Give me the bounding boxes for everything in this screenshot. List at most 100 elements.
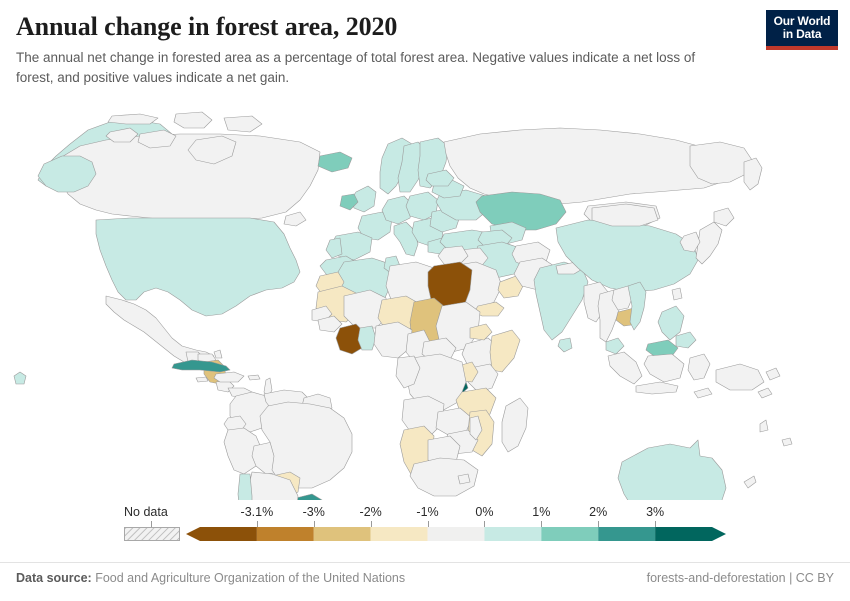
legend-bin-6[interactable] <box>484 527 542 541</box>
country-mongolia-outline[interactable] <box>591 203 659 227</box>
country-greenland-north[interactable] <box>107 113 159 125</box>
legend-color-bar[interactable] <box>186 527 726 541</box>
country-puerto-rico[interactable] <box>247 374 261 381</box>
country-portugal[interactable] <box>325 237 343 259</box>
legend-bin-7[interactable] <box>541 527 599 541</box>
country-korea[interactable] <box>679 231 701 253</box>
country-peru[interactable] <box>223 427 263 475</box>
legend-tick-8 <box>655 521 657 527</box>
island-newfoundland[interactable] <box>283 211 307 227</box>
country-ireland[interactable] <box>339 193 359 211</box>
country-nigeria[interactable] <box>373 321 413 359</box>
island-fiji[interactable] <box>781 437 793 447</box>
country-australia[interactable] <box>617 439 727 500</box>
legend-tick-5 <box>484 521 486 527</box>
island-bahamas[interactable] <box>213 349 223 359</box>
no-data-label: No data <box>124 505 168 519</box>
country-haiti-dominican[interactable] <box>213 371 245 383</box>
country-malawi[interactable] <box>469 415 483 441</box>
country-brazil[interactable] <box>259 401 353 489</box>
island-ellesmere[interactable] <box>173 111 213 129</box>
country-russia[interactable] <box>443 127 731 205</box>
island-new-caledonia[interactable] <box>743 475 757 489</box>
country-argentina[interactable] <box>247 471 299 500</box>
island-timor[interactable] <box>693 387 713 399</box>
legend-bin-5[interactable] <box>427 527 485 541</box>
country-chile[interactable] <box>237 473 268 500</box>
legend-tick-label-8: 3% <box>646 505 665 519</box>
legend-tick-6 <box>541 521 543 527</box>
legend-tick-label-7: 2% <box>589 505 608 519</box>
country-borneo-malaysia[interactable] <box>645 339 679 357</box>
data-source: Data source: Food and Agriculture Organi… <box>16 571 405 585</box>
island-banks[interactable] <box>105 127 139 143</box>
country-poland[interactable] <box>405 191 439 221</box>
country-united-states[interactable] <box>95 217 301 317</box>
country-papua-new-guinea[interactable] <box>715 363 765 391</box>
country-gabon-congo[interactable] <box>395 355 421 389</box>
no-data-swatch[interactable] <box>124 527 180 541</box>
country-indonesia-kalimantan[interactable] <box>643 353 685 383</box>
country-sri-lanka[interactable] <box>557 337 573 353</box>
legend-tick-label-3: -2% <box>359 505 382 519</box>
island-baffin[interactable] <box>187 135 237 165</box>
country-angola[interactable] <box>401 395 445 437</box>
country-kazakhstan[interactable] <box>475 191 567 231</box>
country-south-africa[interactable] <box>409 457 479 497</box>
country-japan[interactable] <box>695 221 723 265</box>
legend-bin-8[interactable] <box>598 527 656 541</box>
island-png-east[interactable] <box>765 367 781 381</box>
logo-line-1: Our World <box>773 14 831 28</box>
country-cote-divoire[interactable] <box>335 323 365 355</box>
legend-gradient-svg <box>186 527 726 541</box>
legend-bin-9[interactable] <box>655 527 726 541</box>
country-indonesia-sumatra[interactable] <box>607 351 643 385</box>
island-vanuatu[interactable] <box>759 419 769 433</box>
world-choropleth-map[interactable] <box>0 100 850 500</box>
country-lesotho[interactable] <box>457 473 471 485</box>
country-taiwan[interactable] <box>671 287 683 301</box>
legend-tick-3 <box>370 521 372 527</box>
island-nunavut-north[interactable] <box>223 115 263 133</box>
country-jamaica[interactable] <box>195 376 209 383</box>
country-malaysia[interactable] <box>605 337 625 355</box>
page-title: Annual change in forest area, 2020 <box>16 12 398 41</box>
island-solomon[interactable] <box>757 387 773 399</box>
country-alaska[interactable] <box>37 155 97 193</box>
legend-tick-2 <box>313 521 315 527</box>
legend-bin-2[interactable] <box>256 527 314 541</box>
country-indonesia-sulawesi[interactable] <box>687 353 711 381</box>
country-kamchatka[interactable] <box>743 157 763 191</box>
country-eritrea[interactable] <box>469 323 493 341</box>
legend-tick-1 <box>256 521 258 527</box>
country-madagascar[interactable] <box>501 397 529 453</box>
country-somalia[interactable] <box>489 329 521 373</box>
legend-bin-3[interactable] <box>313 527 371 541</box>
country-vietnam[interactable] <box>627 281 647 331</box>
country-guinea[interactable] <box>317 315 343 333</box>
country-japan-hokkaido[interactable] <box>713 207 735 227</box>
country-germany[interactable] <box>381 195 413 225</box>
legend-tick-label-5: 0% <box>475 505 494 519</box>
chart-footer: Data source: Food and Agriculture Organi… <box>0 562 850 601</box>
country-ghana[interactable] <box>357 325 377 351</box>
country-baltics[interactable] <box>425 169 455 187</box>
country-indonesia-java[interactable] <box>635 381 679 395</box>
country-uruguay[interactable] <box>292 493 323 500</box>
country-russia-east[interactable] <box>689 141 753 185</box>
our-world-in-data-logo[interactable]: Our World in Data <box>766 10 838 50</box>
island-victoria[interactable] <box>137 129 177 149</box>
legend-bin-4[interactable] <box>370 527 428 541</box>
slug-and-license[interactable]: forests-and-deforestation | CC BY <box>646 571 834 585</box>
legend-bin-1[interactable] <box>186 527 257 541</box>
legend-tick-label-2: -3% <box>302 505 325 519</box>
country-canada[interactable] <box>59 133 321 221</box>
country-philippines[interactable] <box>657 305 685 341</box>
country-philippines-south[interactable] <box>675 331 697 349</box>
country-iceland[interactable] <box>317 151 353 173</box>
island-hawaii[interactable] <box>13 371 27 385</box>
world-map-svg[interactable] <box>0 100 850 500</box>
country-cuba[interactable] <box>171 359 231 373</box>
data-source-name: Food and Agriculture Organization of the… <box>95 571 406 585</box>
page-subtitle: The annual net change in forested area a… <box>16 50 696 85</box>
